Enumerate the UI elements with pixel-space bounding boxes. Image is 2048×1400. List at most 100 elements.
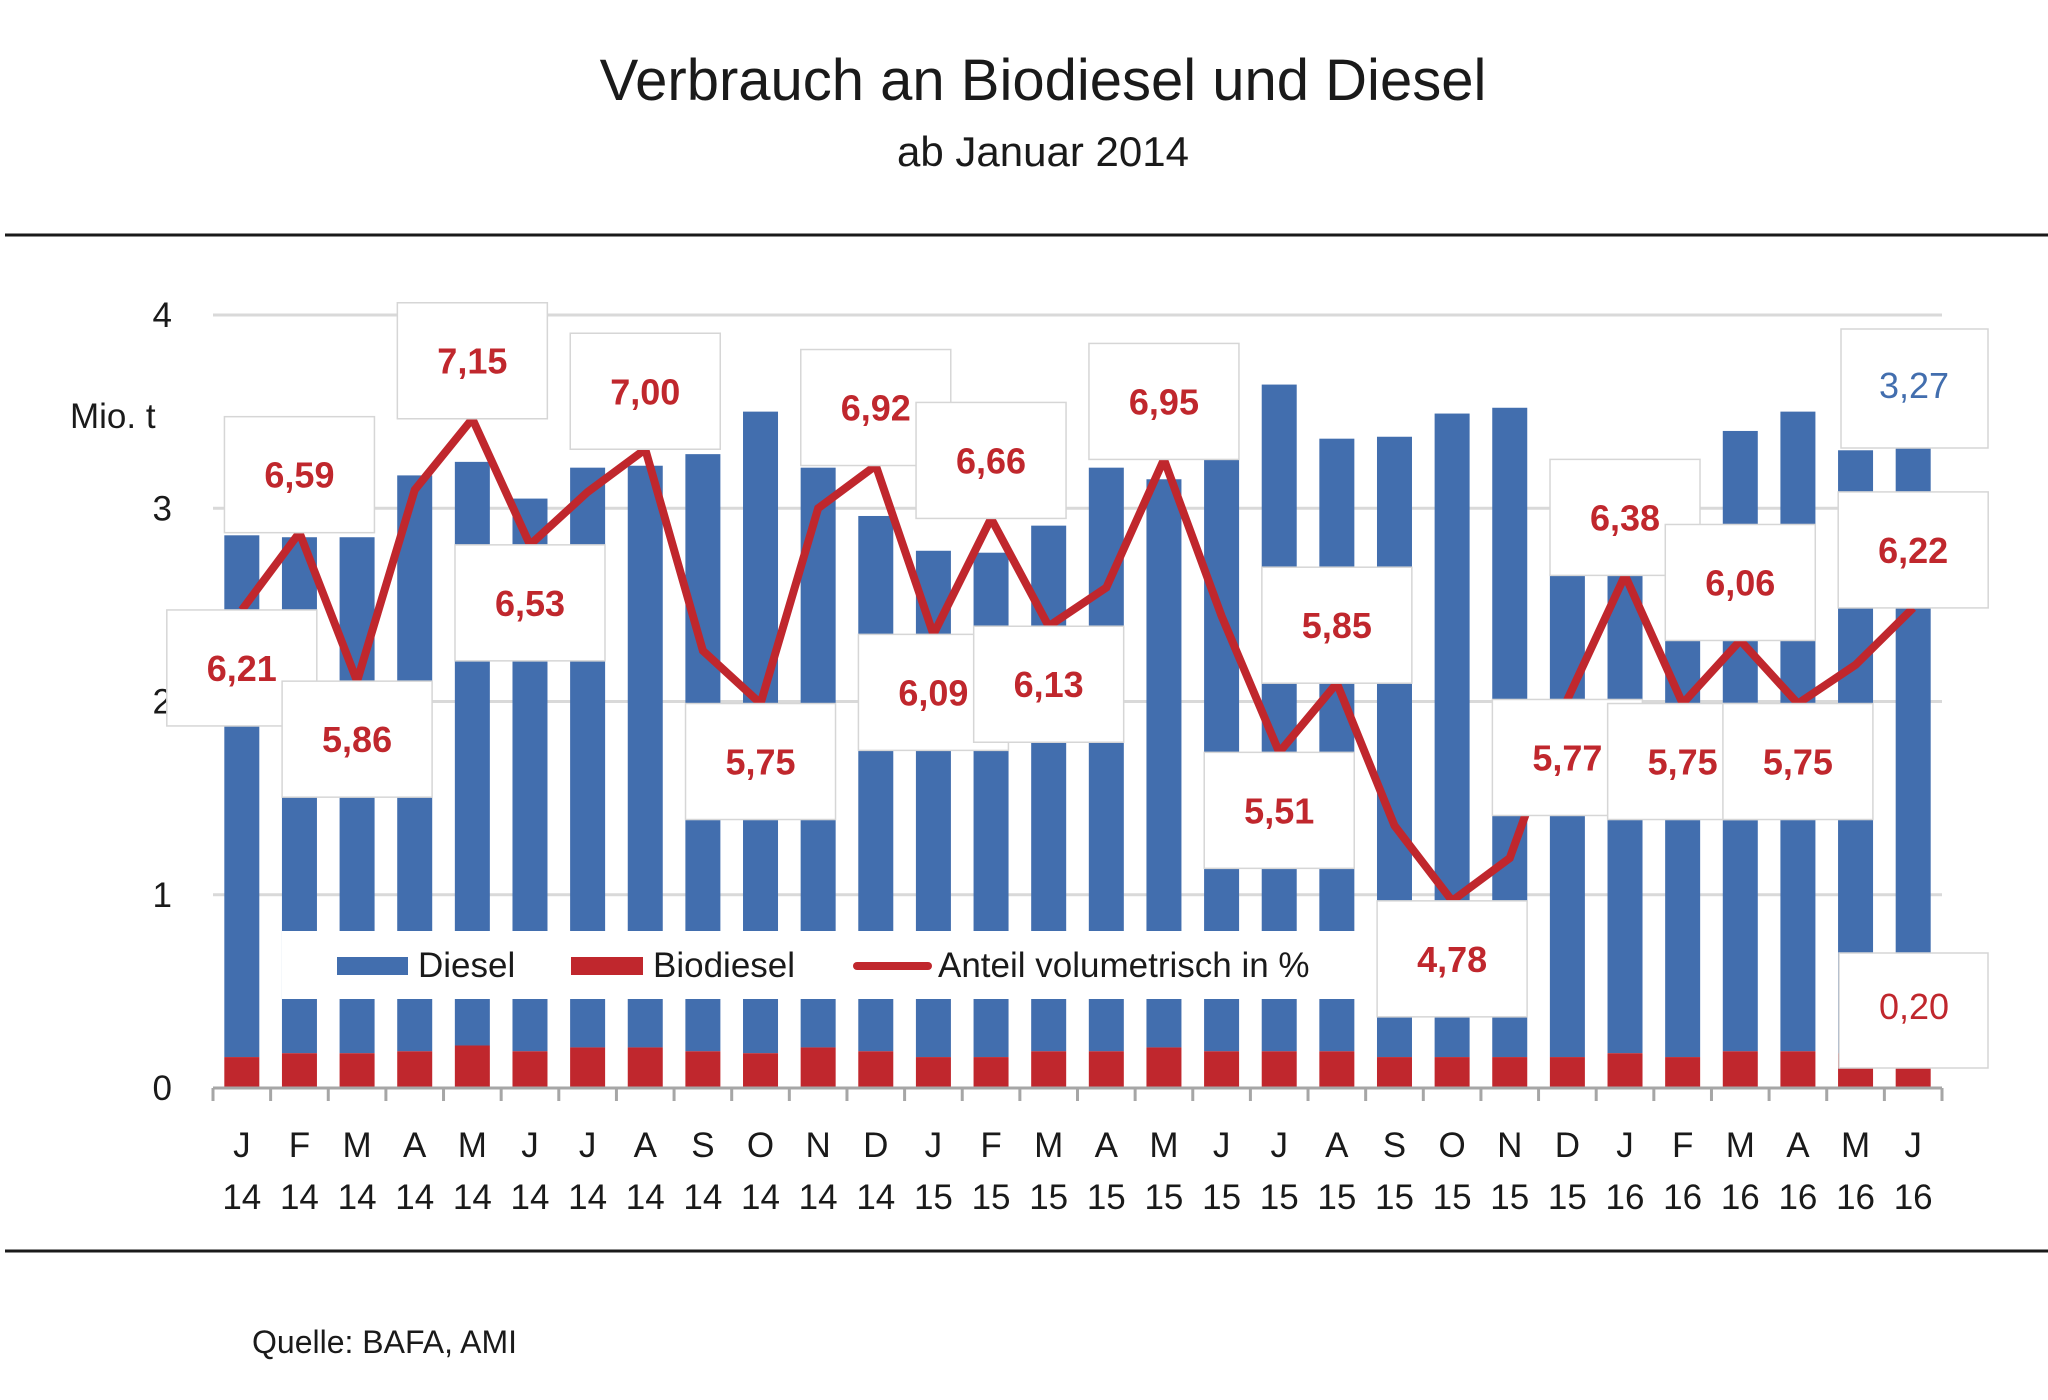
bar-biodiesel — [512, 1051, 548, 1088]
x-tick-label: O 14 — [741, 1126, 780, 1217]
label-box — [915, 401, 1067, 520]
data-label: 5,75 — [1722, 702, 1874, 821]
data-label-value: 5,86 — [322, 719, 392, 760]
chart-title: Verbrauch an Biodiesel und Diesel — [600, 48, 1487, 113]
x-tick-label: M 16 — [1721, 1126, 1760, 1217]
y-tick-label: 0 — [153, 1069, 172, 1108]
label-box — [1088, 342, 1240, 461]
label-box — [223, 415, 376, 534]
data-label: 6,06 — [1664, 523, 1817, 642]
x-tick-label: J 14 — [568, 1126, 607, 1217]
label-box — [1838, 952, 1989, 1069]
x-tick-label: O 15 — [1433, 1126, 1472, 1217]
data-label: 5,85 — [1261, 566, 1413, 684]
bar-biodiesel — [1434, 1057, 1470, 1088]
data-label: 6,95 — [1088, 342, 1240, 461]
data-label: 7,15 — [396, 301, 549, 420]
x-tick-label: M 16 — [1836, 1126, 1875, 1217]
legend-box — [282, 931, 1374, 999]
data-label-value: 6,06 — [1705, 562, 1775, 603]
bar-biodiesel — [224, 1057, 260, 1088]
data-label-value: 6,59 — [264, 455, 334, 496]
bar-biodiesel — [1146, 1047, 1182, 1088]
label-box — [1837, 491, 1989, 609]
legend-swatch-biodiesel — [571, 957, 643, 975]
bar-biodiesel — [1722, 1051, 1758, 1088]
x-tick-label: A 15 — [1087, 1126, 1126, 1217]
bar-biodiesel — [743, 1053, 779, 1088]
x-tick-label: N 14 — [799, 1126, 838, 1217]
bar-biodiesel — [800, 1047, 836, 1088]
label-box — [972, 625, 1125, 743]
data-label-value: 6,66 — [956, 440, 1026, 481]
data-label-value: 6,22 — [1878, 530, 1948, 571]
x-tick-label: S 15 — [1375, 1126, 1414, 1217]
label-box — [1376, 900, 1528, 1018]
legend-label-biodiesel: Biodiesel — [653, 946, 795, 985]
data-label-value: 5,77 — [1532, 737, 1602, 778]
label-box — [1664, 523, 1817, 642]
x-tick-label: A 16 — [1778, 1126, 1817, 1217]
last-biodiesel-value: 0,20 — [1879, 986, 1949, 1027]
chart-subtitle: ab Januar 2014 — [897, 128, 1189, 175]
bar-biodiesel — [858, 1051, 894, 1088]
label-box — [454, 544, 606, 662]
data-label: 6,53 — [454, 544, 606, 662]
data-label: 5,51 — [1203, 751, 1355, 870]
bar-biodiesel — [1549, 1057, 1585, 1088]
x-tick-label: M 14 — [338, 1126, 377, 1217]
bar-biodiesel — [1780, 1051, 1816, 1088]
bar-biodiesel — [1319, 1051, 1355, 1088]
x-tick-label: A 15 — [1317, 1126, 1356, 1217]
bar-biodiesel — [627, 1047, 663, 1088]
y-axis-label: Mio. t — [70, 397, 156, 436]
bar-biodiesel — [1492, 1057, 1528, 1088]
x-tick-label: M 15 — [1144, 1126, 1183, 1217]
label-box — [1722, 702, 1874, 821]
y-tick-label: 4 — [153, 296, 172, 335]
data-label-value: 6,53 — [495, 583, 565, 624]
bar-biodiesel — [339, 1053, 375, 1088]
data-label-value: 4,78 — [1417, 939, 1487, 980]
x-tick-label: F 15 — [972, 1126, 1011, 1217]
legend-swatch-diesel — [337, 957, 408, 975]
data-label: 6,22 — [1837, 491, 1989, 609]
label-box — [1261, 566, 1413, 684]
y-tick-label: 1 — [153, 876, 172, 915]
label-box — [396, 301, 549, 420]
legend-label-diesel: Diesel — [418, 946, 515, 985]
bar-biodiesel — [1031, 1051, 1067, 1088]
x-tick-label: N 15 — [1490, 1126, 1529, 1217]
data-label-value: 6,13 — [1014, 664, 1084, 705]
bar-biodiesel — [397, 1051, 433, 1088]
data-label-value: 6,09 — [898, 672, 968, 713]
legend: Diesel Biodiesel Anteil volumetrisch in … — [282, 931, 1374, 999]
bar-biodiesel — [454, 1045, 490, 1088]
data-label-value: 6,95 — [1129, 381, 1199, 422]
x-tick-label: J 15 — [1202, 1126, 1241, 1217]
bar-diesel — [1665, 585, 1701, 1058]
data-label: 6,13 — [972, 625, 1125, 743]
x-tick-label: S 14 — [683, 1126, 722, 1217]
data-label: 7,00 — [569, 332, 721, 451]
bar-biodiesel — [1261, 1051, 1297, 1088]
bar-biodiesel — [1665, 1057, 1701, 1088]
last-biodiesel-label: 0,20 — [1838, 952, 1989, 1069]
bar-biodiesel — [1376, 1057, 1412, 1088]
data-label-value: 7,00 — [610, 371, 680, 412]
x-tick-label: J 16 — [1606, 1126, 1645, 1217]
last-diesel-label: 3,27 — [1840, 328, 1989, 449]
x-tick-label: J 15 — [1260, 1126, 1299, 1217]
x-tick-label: A 14 — [395, 1126, 434, 1217]
data-label: 5,75 — [684, 702, 837, 821]
x-tick-label: D 15 — [1548, 1126, 1587, 1217]
bar-biodiesel — [281, 1053, 317, 1088]
bar-biodiesel — [570, 1047, 606, 1088]
data-label-value: 5,75 — [725, 742, 795, 783]
line-share — [238, 411, 1916, 907]
bar-biodiesel — [1204, 1051, 1240, 1088]
bar-biodiesel — [1088, 1051, 1124, 1088]
data-label-value: 5,51 — [1244, 790, 1314, 831]
data-label-value: 5,85 — [1302, 605, 1372, 646]
label-box — [684, 702, 837, 821]
